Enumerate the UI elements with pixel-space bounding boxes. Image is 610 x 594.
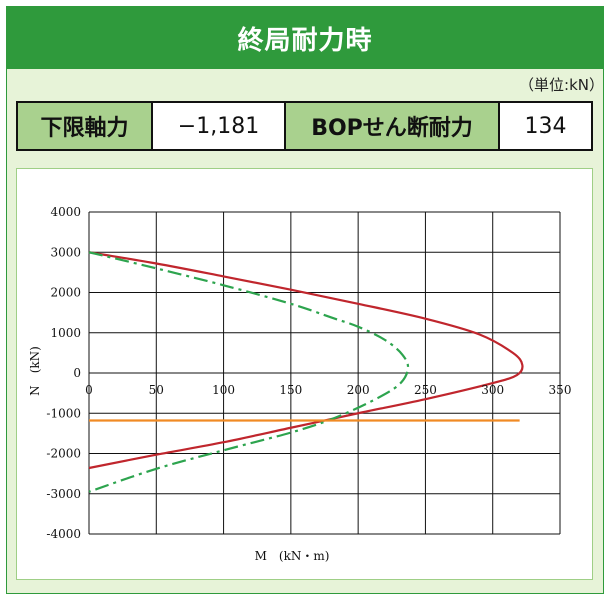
x-tick-label: 200 [347,383,370,397]
interaction-chart: 0 50 100 150 200 250 300 350 4000 3000 2000 1000 0 -1… [16,168,593,580]
x-tick-label: 300 [481,383,504,397]
x-tick-label: 0 [85,383,93,397]
summary-table: 下限軸力 −1,181 BOPせん断耐力 134 [16,101,593,151]
x-tick-label: 50 [149,383,164,397]
panel-title: 終局耐力時 [7,7,603,69]
unit-note: （単位:kN） [519,76,604,94]
lower-axial-value: −1,181 [153,103,286,149]
y-tick-label: 2000 [50,286,81,300]
x-axis-label: M (kN・m) [255,549,330,563]
bop-shear-value: 134 [500,103,591,149]
y-tick-label: 1000 [50,326,81,340]
y-tick-label: 0 [73,366,81,380]
y-tick-label: -4000 [46,527,81,541]
lower-axial-label: 下限軸力 [18,103,153,149]
series-line-2 [88,251,410,493]
bop-shear-label: BOPせん断耐力 [286,103,500,149]
y-axis-label: N (kN) [28,346,42,396]
x-tick-label: 100 [212,383,235,397]
y-tick-label: -2000 [46,447,81,461]
chart-svg: 0 50 100 150 200 250 300 350 4000 3000 2000 1000 0 -1… [28,205,572,563]
x-tick-label: 350 [549,383,572,397]
y-tick-label: 4000 [50,205,81,219]
x-tick-label: 250 [414,383,437,397]
x-tick-label: 150 [279,383,302,397]
y-tick-label: -1000 [46,406,81,420]
y-tick-label: -3000 [46,487,81,501]
series-line-1 [88,251,524,470]
y-tick-label: 3000 [50,245,81,259]
